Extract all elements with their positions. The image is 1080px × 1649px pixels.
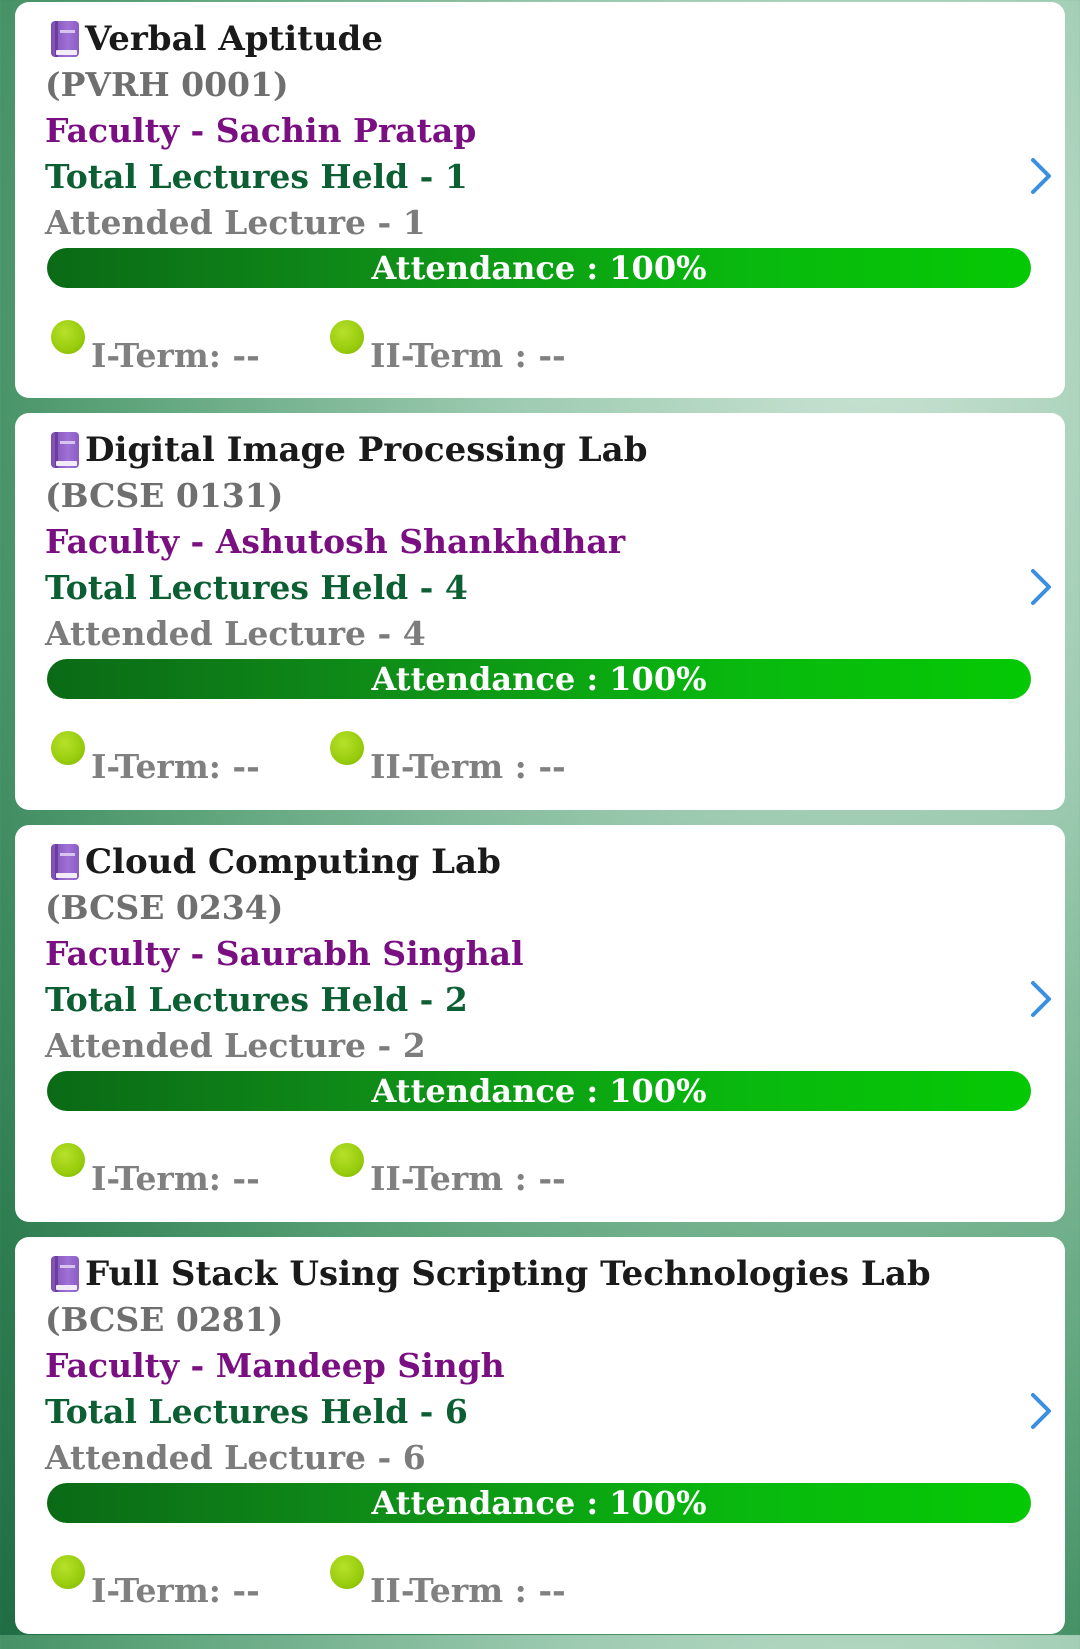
course-name: Cloud Computing Lab — [85, 842, 501, 882]
course-title-row: Full Stack Using Scripting Technologies … — [45, 1251, 1065, 1297]
course-code: (PVRH 0001) — [45, 65, 289, 104]
total-lectures-held: Total Lectures Held - 1 — [45, 157, 468, 196]
status-dot-icon — [330, 1143, 364, 1177]
attendance-bar: Attendance : 100% — [47, 1071, 1031, 1111]
attended-lectures: Attended Lecture - 2 — [45, 1026, 426, 1065]
attendance-percentage: Attendance : 100% — [371, 1072, 707, 1110]
course-name: Digital Image Processing Lab — [85, 430, 648, 470]
course-name: Full Stack Using Scripting Technologies … — [85, 1254, 931, 1294]
attendance-bar: Attendance : 100% — [47, 1483, 1031, 1523]
course-title-row: Cloud Computing Lab — [45, 839, 1065, 885]
attended-lectures: Attended Lecture - 6 — [45, 1438, 426, 1477]
course-card[interactable]: Full Stack Using Scripting Technologies … — [15, 1237, 1065, 1634]
chevron-right-icon[interactable] — [1025, 567, 1057, 607]
attendance-percentage: Attendance : 100% — [371, 249, 707, 287]
course-code: (BCSE 0281) — [45, 1300, 284, 1339]
attendance-bar: Attendance : 100% — [47, 659, 1031, 699]
status-dot-icon — [51, 1143, 85, 1177]
course-code: (BCSE 0131) — [45, 476, 284, 515]
course-title-row: Verbal Aptitude — [45, 16, 1065, 62]
attended-lectures: Attended Lecture - 4 — [45, 614, 426, 653]
course-code: (BCSE 0234) — [45, 888, 284, 927]
faculty-name: Faculty - Sachin Pratap — [45, 111, 477, 150]
chevron-right-icon[interactable] — [1025, 979, 1057, 1019]
status-dot-icon — [330, 320, 364, 354]
status-dot-icon — [51, 1555, 85, 1589]
term-2-label: II-Term : -- — [370, 1571, 566, 1610]
term-1-label: I-Term: -- — [91, 1571, 260, 1610]
term-1-label: I-Term: -- — [91, 336, 260, 375]
status-dot-icon — [330, 731, 364, 765]
attendance-percentage: Attendance : 100% — [371, 660, 707, 698]
term-marks-row: I-Term: -- II-Term : -- — [45, 1111, 1065, 1201]
status-dot-icon — [51, 731, 85, 765]
course-card[interactable]: Digital Image Processing Lab (BCSE 0131)… — [15, 413, 1065, 810]
status-dot-icon — [51, 320, 85, 354]
course-title-row: Digital Image Processing Lab — [45, 427, 1065, 473]
book-icon — [51, 21, 81, 57]
attendance-percentage: Attendance : 100% — [371, 1484, 707, 1522]
term-marks-row: I-Term: -- II-Term : -- — [45, 699, 1065, 789]
term-marks-row: I-Term: -- II-Term : -- — [45, 1523, 1065, 1613]
term-2-label: II-Term : -- — [370, 336, 566, 375]
course-attendance-list: Verbal Aptitude (PVRH 0001) Faculty - Sa… — [15, 0, 1065, 1649]
term-2-label: II-Term : -- — [370, 1159, 566, 1198]
term-marks-row: I-Term: -- II-Term : -- — [45, 288, 1065, 378]
attended-lectures: Attended Lecture - 1 — [45, 203, 426, 242]
book-icon — [51, 844, 81, 880]
term-2-label: II-Term : -- — [370, 747, 566, 786]
book-icon — [51, 432, 81, 468]
faculty-name: Faculty - Mandeep Singh — [45, 1346, 505, 1385]
book-icon — [51, 1256, 81, 1292]
total-lectures-held: Total Lectures Held - 6 — [45, 1392, 468, 1431]
faculty-name: Faculty - Saurabh Singhal — [45, 934, 524, 973]
total-lectures-held: Total Lectures Held - 4 — [45, 568, 468, 607]
course-card[interactable]: Cloud Computing Lab (BCSE 0234) Faculty … — [15, 825, 1065, 1222]
term-1-label: I-Term: -- — [91, 747, 260, 786]
attendance-bar: Attendance : 100% — [47, 248, 1031, 288]
course-card[interactable]: Verbal Aptitude (PVRH 0001) Faculty - Sa… — [15, 2, 1065, 398]
term-1-label: I-Term: -- — [91, 1159, 260, 1198]
total-lectures-held: Total Lectures Held - 2 — [45, 980, 468, 1019]
status-dot-icon — [330, 1555, 364, 1589]
chevron-right-icon[interactable] — [1025, 1391, 1057, 1431]
chevron-right-icon[interactable] — [1025, 156, 1057, 196]
faculty-name: Faculty - Ashutosh Shankhdhar — [45, 522, 626, 561]
course-name: Verbal Aptitude — [85, 19, 383, 59]
